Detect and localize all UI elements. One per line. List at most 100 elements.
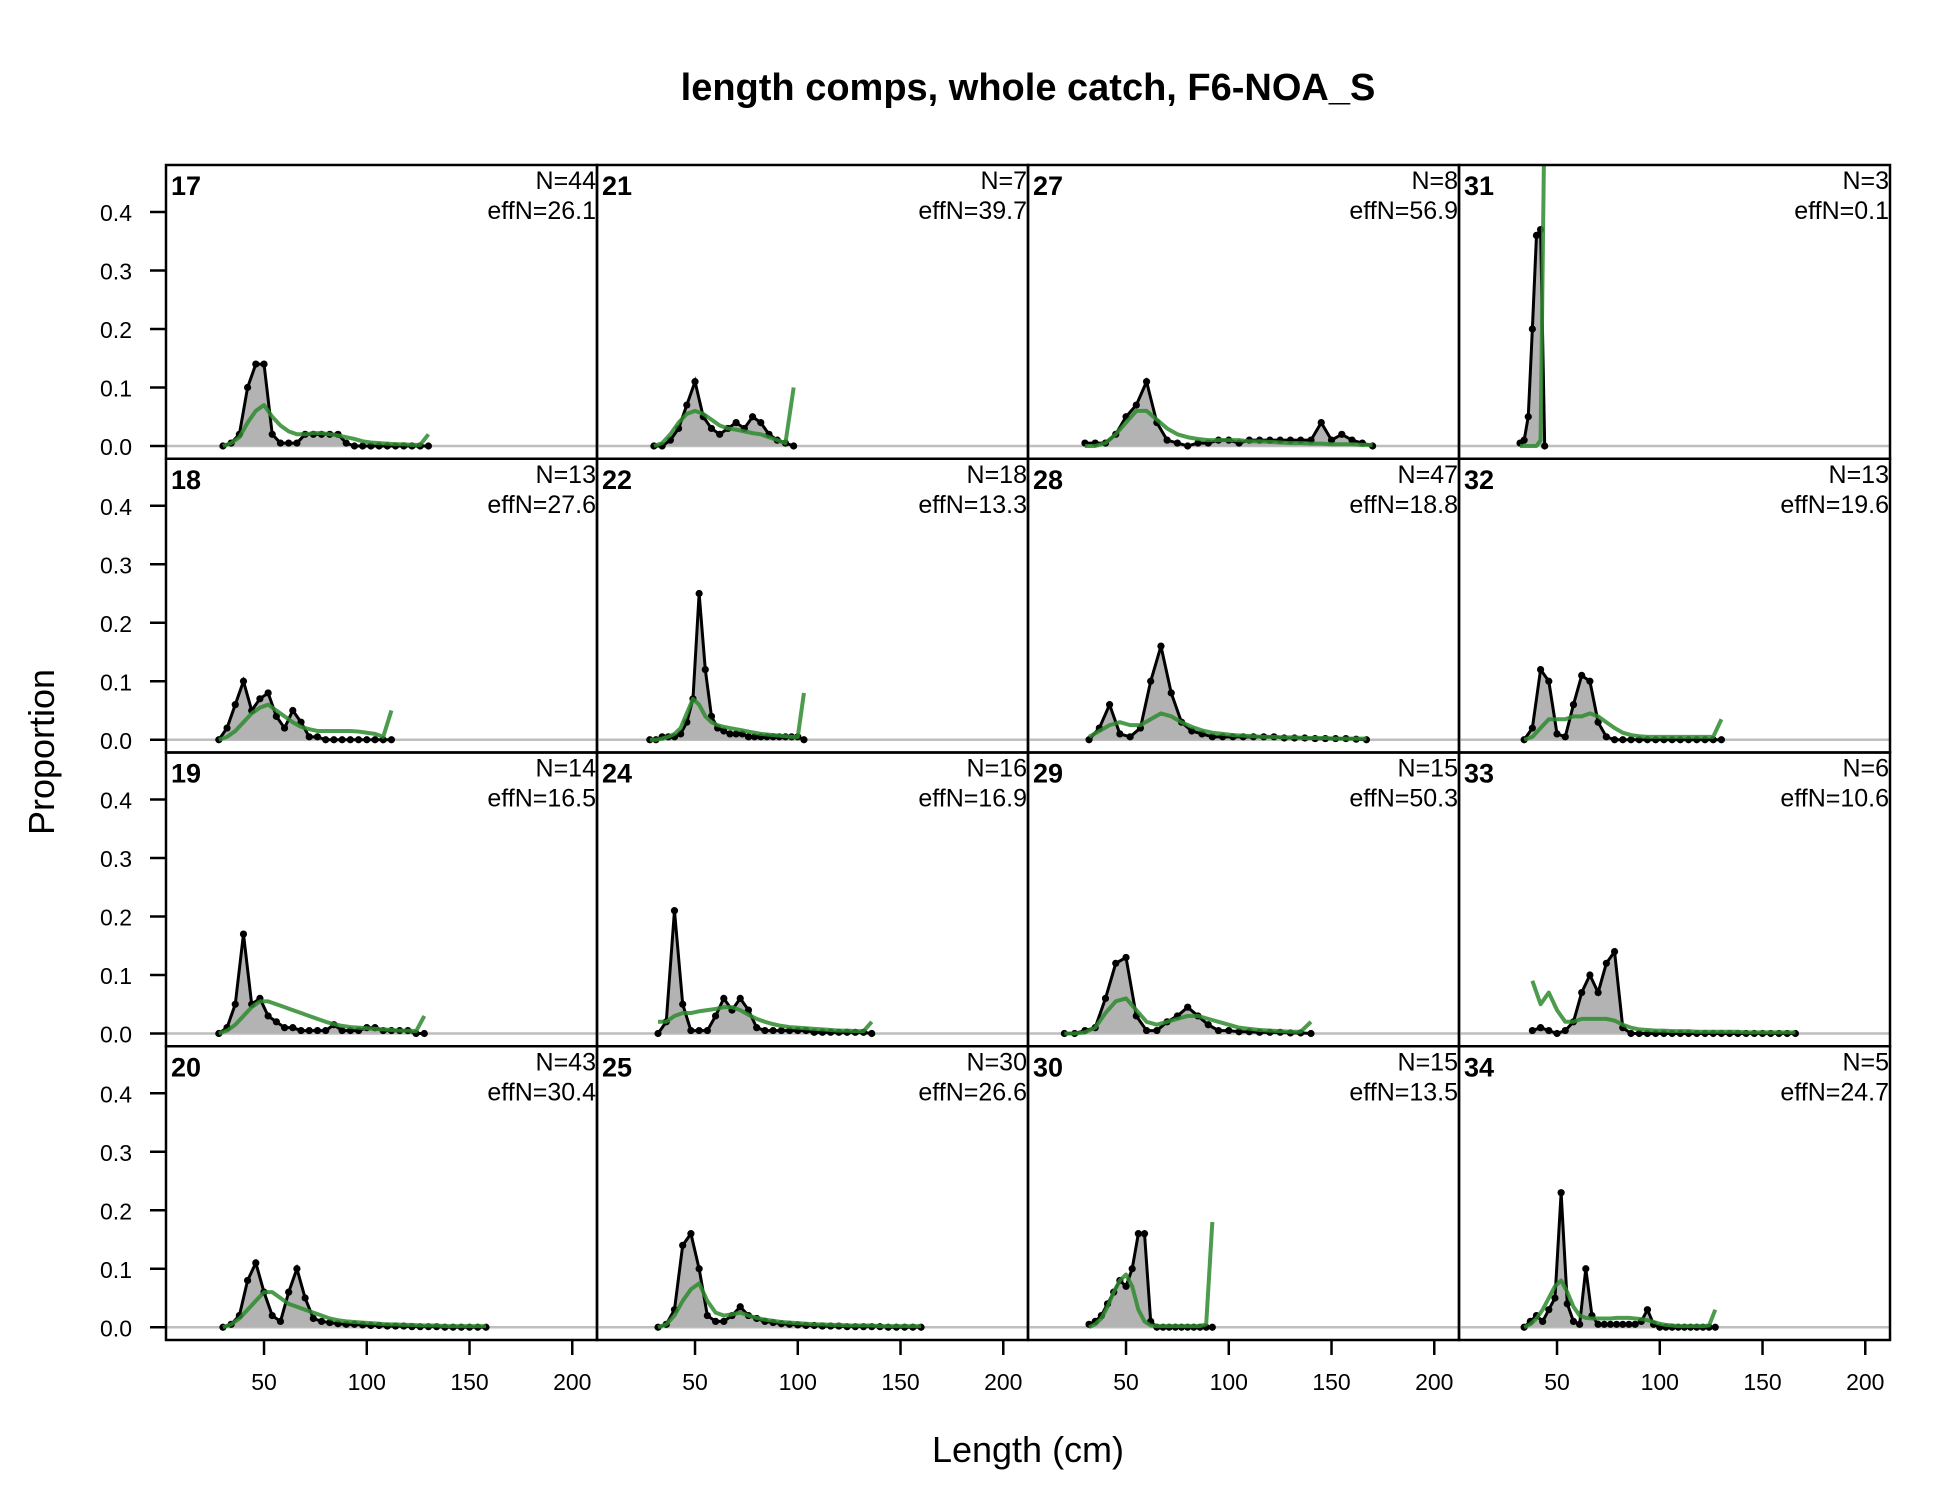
x-tick-label: 150 xyxy=(1312,1369,1350,1395)
panel-border xyxy=(1457,1045,1892,1342)
panel-year-label: 28 xyxy=(1033,465,1063,495)
panel-year-label: 32 xyxy=(1464,465,1494,495)
observed-point xyxy=(1524,413,1532,421)
axes: 0.0 0.1 0.2 0.3 0.4 0.0 0.1 0.2 0.3 0.4 0.0 0.1 0.2 0… xyxy=(100,200,1884,1395)
y-tick-label: 0.1 xyxy=(100,376,132,402)
observed-point xyxy=(1105,701,1114,709)
panel-plot-area xyxy=(1028,953,1459,1038)
panel-n-label: N=7 xyxy=(980,167,1027,195)
y-tick-label: 0.4 xyxy=(100,1081,132,1107)
observed-point xyxy=(350,442,359,450)
observed-point xyxy=(695,589,703,598)
observed-point xyxy=(1613,1320,1621,1328)
observed-point xyxy=(695,1026,703,1035)
observed-point xyxy=(703,1026,711,1035)
observed-point xyxy=(1610,948,1619,956)
observed-point xyxy=(313,733,322,741)
observed-point xyxy=(223,724,231,732)
observed-point xyxy=(243,383,252,392)
observed-point xyxy=(736,1303,744,1311)
panel-effn-label: effN=13.5 xyxy=(1349,1078,1458,1106)
observed-point xyxy=(346,736,354,744)
x-tick-label: 50 xyxy=(682,1369,708,1395)
observed-point xyxy=(1528,1026,1536,1035)
observed-point xyxy=(293,439,301,447)
observed-point xyxy=(297,1026,305,1035)
observed-point xyxy=(687,1026,695,1035)
observed-point xyxy=(1235,1028,1243,1036)
observed-area xyxy=(1532,951,1796,1034)
panel-year-label: 21 xyxy=(602,171,632,201)
observed-point xyxy=(264,1012,272,1020)
expected-line xyxy=(222,1290,486,1330)
observed-point xyxy=(703,1311,711,1320)
observed-point xyxy=(683,401,691,409)
x-tick-label: 200 xyxy=(1415,1369,1453,1395)
observed-point xyxy=(711,1317,720,1325)
observed-line xyxy=(656,910,872,1035)
y-tick-label: 0.2 xyxy=(100,1198,132,1224)
observed-point xyxy=(1545,677,1553,685)
expected-line xyxy=(649,692,806,742)
observed-point xyxy=(1208,733,1216,741)
x-tick-label: 150 xyxy=(450,1369,488,1395)
observed-point xyxy=(1142,378,1151,386)
panel-effn-label: effN=16.9 xyxy=(918,785,1027,813)
observed-area xyxy=(649,593,804,740)
observed-point xyxy=(354,736,363,744)
panel-year-label: 18 xyxy=(171,465,201,495)
observed-point xyxy=(301,1294,309,1302)
panel-year-label: 20 xyxy=(171,1052,201,1082)
observed-point xyxy=(338,736,346,744)
observed-point xyxy=(1643,1306,1652,1314)
observed-point xyxy=(707,424,716,433)
expected-line xyxy=(1530,980,1796,1035)
observed-point xyxy=(289,706,297,715)
observed-point xyxy=(679,1241,687,1249)
observed-point xyxy=(313,1026,322,1035)
observed-point xyxy=(1536,665,1545,674)
panel-n-label: N=14 xyxy=(536,755,597,783)
expected-line xyxy=(1084,408,1373,448)
x-tick-label: 100 xyxy=(348,1369,386,1395)
panel-plot-area xyxy=(1028,642,1459,744)
y-tick-label: 0.3 xyxy=(100,552,132,578)
observed-point xyxy=(736,994,744,1003)
observed-point xyxy=(260,360,268,368)
y-tick-label: 0.0 xyxy=(100,1022,132,1048)
observed-point xyxy=(1528,724,1536,732)
y-axis-label: Proportion xyxy=(21,669,62,835)
observed-point xyxy=(777,1026,785,1035)
observed-point xyxy=(1140,1230,1149,1238)
chart-title: length comps, whole catch, F6-NOA_S xyxy=(681,67,1376,109)
panel-effn-label: effN=30.4 xyxy=(487,1078,596,1106)
observed-point xyxy=(748,413,757,421)
panel-effn-label: effN=26.6 xyxy=(918,1078,1027,1106)
x-tick-label: 150 xyxy=(1743,1369,1781,1395)
observed-point xyxy=(769,1026,777,1035)
observed-point xyxy=(285,439,293,447)
observed-point xyxy=(268,430,276,438)
y-tick-label: 0.4 xyxy=(100,200,132,226)
panel-year-label: 25 xyxy=(602,1052,632,1082)
panel-effn-label: effN=19.6 xyxy=(1780,491,1889,519)
observed-point xyxy=(1327,436,1336,444)
observed-point xyxy=(342,439,350,447)
panel-year-label: 29 xyxy=(1033,759,1063,789)
panel-plot-area xyxy=(1028,377,1459,450)
observed-point xyxy=(1600,1320,1608,1328)
observed-point xyxy=(1594,1320,1602,1328)
observed-point xyxy=(1153,1026,1161,1035)
panel-n-label: N=13 xyxy=(536,461,596,489)
observed-point xyxy=(1101,994,1110,1003)
x-tick-label: 150 xyxy=(881,1369,919,1395)
observed-point xyxy=(716,430,724,438)
observed-point xyxy=(420,1029,428,1038)
